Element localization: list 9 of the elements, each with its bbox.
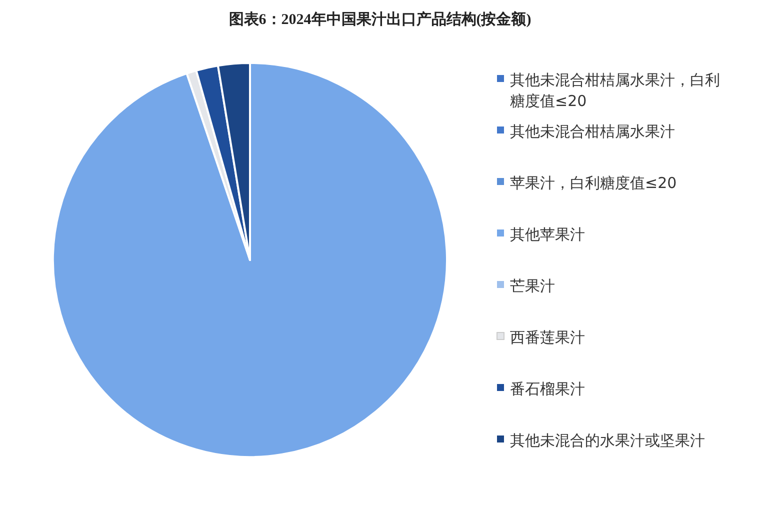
legend-label: 其他苹果汁 <box>510 226 585 244</box>
legend-label: 苹果汁，白利糖度值≤20 <box>510 174 677 192</box>
legend-label: 其他未混合的水果汁或坚果汁 <box>510 432 705 450</box>
legend-label: 其他未混合柑桔属水果汁，白利糖度值≤20 <box>510 71 720 110</box>
legend-label: 其他未混合柑桔属水果汁 <box>510 122 675 140</box>
legend-label: 西番莲果汁 <box>510 328 585 346</box>
legend-label: 芒果汁 <box>510 277 555 295</box>
chart-title: 图表6：2024年中国果汁出口产品结构(按金额) <box>228 10 532 28</box>
legend-label: 番石榴果汁 <box>510 380 585 398</box>
